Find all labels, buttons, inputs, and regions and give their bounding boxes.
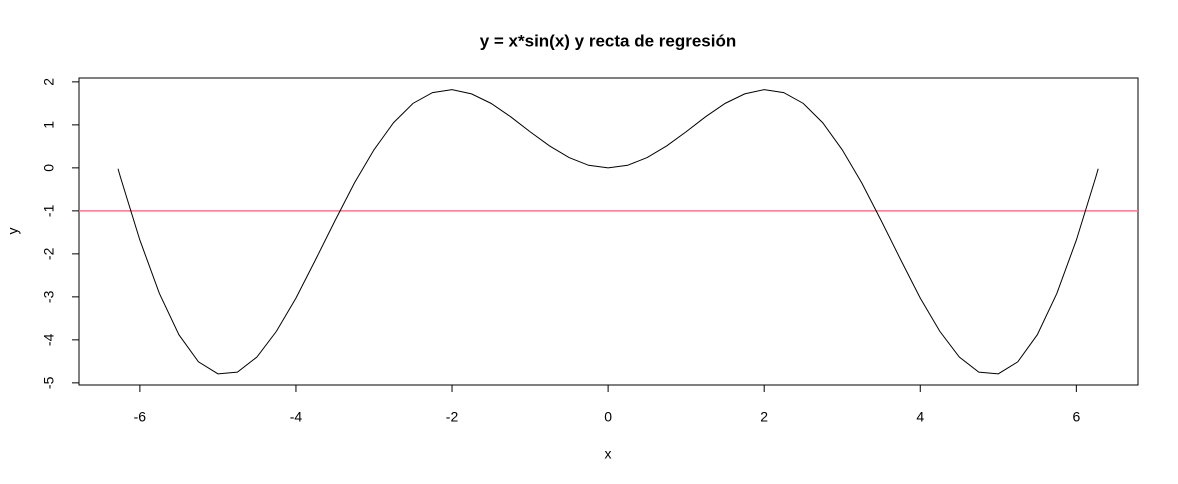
y-tick-label: -5 — [41, 376, 57, 389]
y-axis-label: y — [5, 228, 21, 235]
x-tick-label: -6 — [134, 409, 147, 425]
y-tick-label: 1 — [41, 121, 57, 129]
chart-title: y = x*sin(x) y recta de regresión — [480, 31, 737, 50]
x-tick-label: 6 — [1072, 409, 1080, 425]
x-axis-label: x — [605, 446, 612, 462]
y-tick-label: 2 — [41, 78, 57, 86]
x-tick-label: 4 — [916, 409, 924, 425]
y-tick-label: -4 — [41, 333, 57, 346]
y-tick-label: -3 — [41, 290, 57, 303]
x-tick-label: -4 — [290, 409, 303, 425]
x-tick-label: 2 — [760, 409, 768, 425]
y-tick-label: -1 — [41, 204, 57, 217]
curve — [117, 89, 1099, 375]
x-tick-label: 0 — [604, 409, 612, 425]
y-tick-label: -2 — [41, 247, 57, 260]
y-tick-label: 0 — [41, 164, 57, 172]
plot-box — [78, 77, 1139, 386]
x-tick-label: -2 — [446, 409, 459, 425]
